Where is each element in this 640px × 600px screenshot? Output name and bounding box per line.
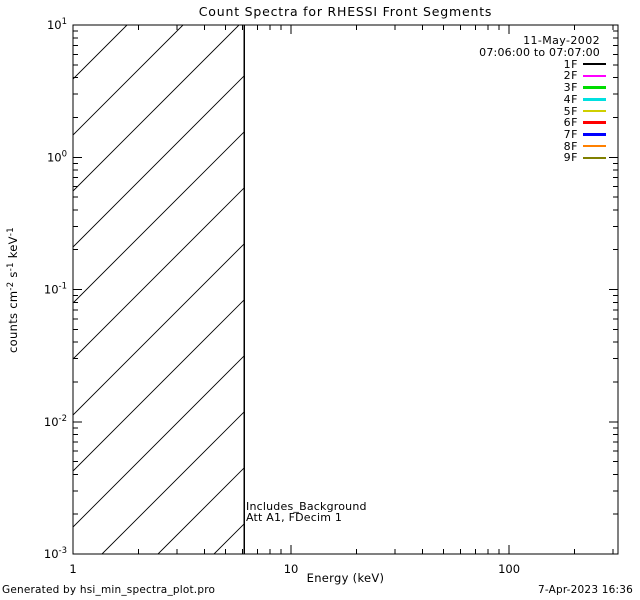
hatch-line xyxy=(73,299,245,472)
legend-entry-label: 8F xyxy=(563,139,578,153)
x-axis-label: Energy (keV) xyxy=(306,570,385,585)
legend-color-swatch xyxy=(583,133,606,136)
hatch-line xyxy=(73,243,245,416)
y-tick-label: 10-2 xyxy=(44,414,67,429)
y-tick-label: 100 xyxy=(47,149,67,164)
chart-legend: 1F 2F 3F 4F 5F 6F 7F 8F 9F xyxy=(563,57,606,165)
annotation-includes-background: Includes_Background xyxy=(246,500,367,513)
x-tick-label: 100 xyxy=(498,562,520,576)
hatch-line xyxy=(73,25,184,136)
hatch-line xyxy=(157,467,245,554)
legend-entry: 9F xyxy=(563,151,606,165)
legend-entry-label: 3F xyxy=(563,81,578,95)
legend-entry-label: 4F xyxy=(563,92,578,106)
legend-color-swatch xyxy=(583,144,606,148)
hatch-line xyxy=(73,187,245,360)
legend-color-swatch xyxy=(583,74,606,78)
legend-color-swatch xyxy=(583,156,606,160)
legend-entry-label: 7F xyxy=(563,127,578,141)
y-axis-label: counts cm-2 s-1 keV-1 xyxy=(6,227,20,353)
hatch-line xyxy=(73,131,245,304)
legend-entry-label: 2F xyxy=(563,69,578,83)
hatch-line xyxy=(73,25,128,80)
legend-color-swatch xyxy=(583,121,606,125)
hatch-line xyxy=(101,411,245,554)
legend-entry: 1F xyxy=(563,57,606,71)
legend-color-swatch xyxy=(583,98,606,101)
chart-title: Count Spectra for RHESSI Front Segments xyxy=(198,4,493,19)
legend-entry-label: 9F xyxy=(563,151,578,165)
hatch-line xyxy=(73,75,245,248)
legend-date: 11-May-2002 xyxy=(523,34,600,47)
y-tick-label: 10-1 xyxy=(44,282,67,297)
legend-time-range: 07:06:00 to 07:07:00 xyxy=(479,46,600,59)
footer-timestamp: 7-Apr-2023 16:36 xyxy=(537,583,633,596)
legend-entry: 7F xyxy=(563,127,606,141)
legend-color-swatch xyxy=(583,109,606,113)
annotation-attenuator-state: Att A1, FDecim 1 xyxy=(246,511,343,525)
y-tick-label: 10-3 xyxy=(44,546,67,561)
legend-entry: 6F xyxy=(563,116,606,130)
legend-entry: 4F xyxy=(563,92,606,106)
footer-generated-by: Generated by hsi_min_spectra_plot.pro xyxy=(2,583,216,596)
legend-color-swatch xyxy=(583,62,606,66)
plot-annotations: Includes_Background Att A1, FDecim 1 xyxy=(246,500,367,525)
legend-entry-label: 6F xyxy=(563,116,578,130)
legend-color-swatch xyxy=(583,86,606,89)
plot-frame xyxy=(72,24,619,555)
legend-entry: 2F xyxy=(563,69,606,83)
legend-entry: 3F xyxy=(563,81,606,95)
hatch-line xyxy=(73,25,240,192)
legend-entry-label: 1F xyxy=(563,57,578,71)
x-tick-label: 1 xyxy=(69,562,76,576)
hatch-line xyxy=(73,355,245,528)
legend-entry: 5F xyxy=(563,104,606,118)
y-tick-label: 101 xyxy=(47,17,67,32)
hatch-line xyxy=(213,523,245,554)
legend-entry-label: 5F xyxy=(563,104,578,118)
x-tick-label: 10 xyxy=(284,562,299,576)
legend-entry: 8F xyxy=(563,139,606,153)
hatch-region xyxy=(73,25,245,554)
